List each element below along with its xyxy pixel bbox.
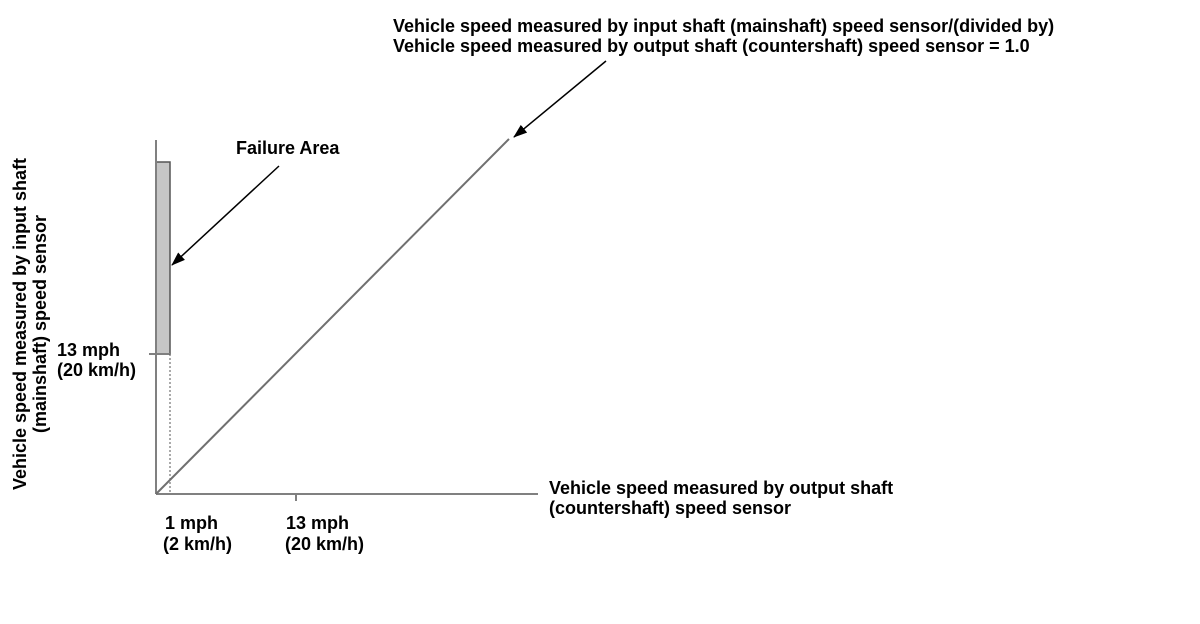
ratio-line xyxy=(155,138,510,495)
x-tick-1mph-line2: (2 km/h) xyxy=(163,534,232,554)
y-tick-label-line1: 13 mph xyxy=(57,340,120,360)
top-annotation-line2: Vehicle speed measured by output shaft (… xyxy=(393,36,1030,56)
failure-pointer-arrow xyxy=(171,165,280,266)
x-axis-label-line1: Vehicle speed measured by output shaft xyxy=(549,478,893,498)
x-axis-label-line2: (countershaft) speed sensor xyxy=(549,498,791,518)
y-axis-label-line2: (mainshaft) speed sensor xyxy=(30,215,50,433)
y-axis-label: Vehicle speed measured by input shaft (m… xyxy=(10,158,50,490)
ratio-pointer-arrow xyxy=(513,60,607,138)
y-tick-label-line2: (20 km/h) xyxy=(57,360,136,380)
x-tick-1mph-line1: 1 mph xyxy=(165,513,218,533)
failure-area-label: Failure Area xyxy=(236,138,340,158)
x-tick-13mph-line1: 13 mph xyxy=(286,513,349,533)
y-axis-label-line1: Vehicle speed measured by input shaft xyxy=(10,158,30,490)
top-annotation-line1: Vehicle speed measured by input shaft (m… xyxy=(393,16,1054,36)
failure-area-region xyxy=(155,161,171,355)
x-tick-13mph-line2: (20 km/h) xyxy=(285,534,364,554)
